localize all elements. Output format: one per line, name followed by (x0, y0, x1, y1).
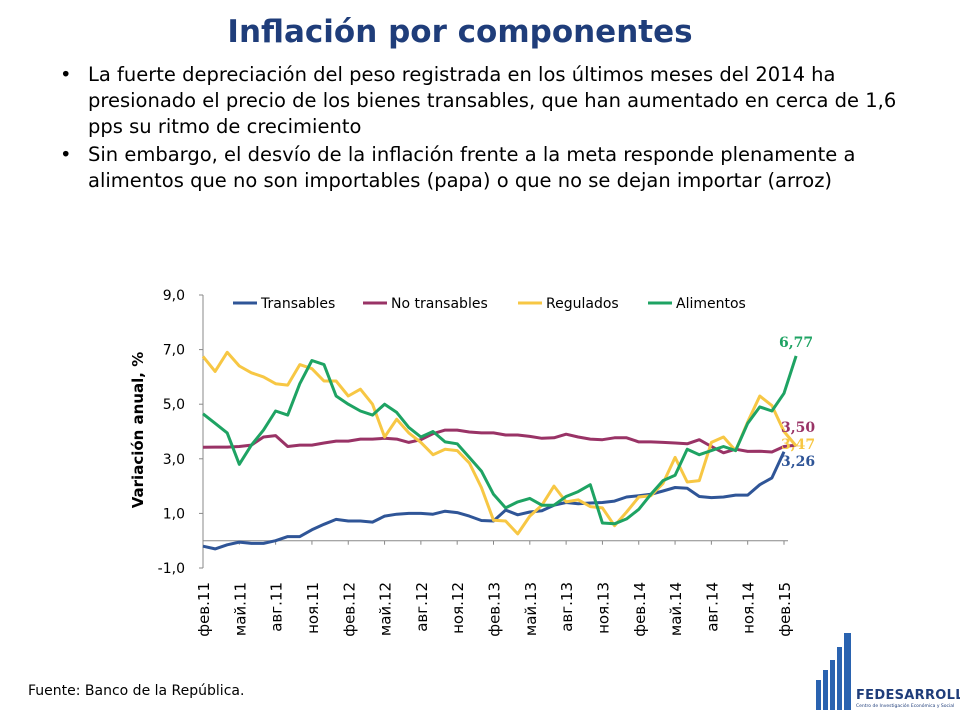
legend-entry: Regulados (546, 296, 619, 312)
logo-name: FEDESARROLLO (856, 688, 960, 703)
y-tick-label: 9,0 (163, 288, 185, 304)
x-tick-label: ноя.11 (304, 582, 322, 634)
x-tick-label: фев.14 (631, 582, 649, 637)
y-axis-label: Variación anual, % (129, 352, 147, 509)
x-tick-label: фев.11 (195, 582, 213, 637)
logo-subtitle: Centro de Investigación Económica y Soci… (856, 704, 955, 709)
bullet-list: • La fuerte depreciación del peso regist… (60, 62, 920, 196)
source-note: Fuente: Banco de la República. (28, 683, 245, 699)
bullet-item: • Sin embargo, el desvío de la inflación… (60, 142, 920, 194)
bullet-item: • La fuerte depreciación del peso regist… (60, 62, 920, 140)
bullet-text: La fuerte depreciación del peso registra… (88, 63, 897, 138)
x-tick-label: фев.12 (340, 582, 358, 637)
y-tick-label: 3,0 (163, 452, 185, 468)
bullet-dot-icon: • (60, 143, 72, 166)
y-tick-label: -1,0 (158, 561, 185, 577)
x-tick-label: май.13 (522, 582, 540, 636)
x-tick-label: май.14 (667, 582, 685, 636)
x-tick-label: авг.13 (558, 582, 576, 632)
x-tick-label: фев.15 (776, 582, 794, 637)
y-tick-label: 7,0 (163, 343, 185, 359)
x-tick-label: фев.13 (486, 582, 504, 637)
legend-entry: No transables (391, 296, 488, 312)
data-label: 3,47 (781, 437, 815, 453)
series-line-transables (202, 451, 786, 551)
x-tick-label: авг.12 (413, 582, 431, 632)
x-tick-label: авг.14 (703, 582, 721, 632)
data-label: 3,26 (781, 454, 815, 470)
x-tick-label: май.11 (231, 582, 249, 636)
y-tick-label: 1,0 (163, 506, 185, 522)
legend-entry: Transables (260, 296, 335, 312)
legend-entry: Alimentos (676, 296, 746, 312)
series-line-regulados (201, 350, 798, 536)
y-tick-label: 5,0 (163, 397, 185, 413)
x-tick-label: ноя.14 (740, 582, 758, 634)
x-tick-label: авг.11 (268, 582, 286, 632)
series-line-alimentos (202, 355, 798, 526)
data-label: 6,77 (779, 335, 813, 351)
x-tick-label: май.12 (377, 582, 395, 636)
inflation-line-chart: -1,0 1,0 3,0 5,0 7,0 9,0 Variación anual, % фев… (129, 288, 815, 637)
bullet-text: Sin embargo, el desvío de la inflación f… (88, 143, 856, 192)
page-title: Inflación por componentes (227, 14, 693, 50)
bar-building-logo-icon (816, 633, 851, 710)
data-label: 3,50 (781, 420, 815, 436)
x-tick-label: ноя.12 (449, 582, 467, 634)
x-tick-label: ноя.13 (594, 582, 612, 634)
series-line-no-transables (202, 428, 797, 455)
bullet-dot-icon: • (60, 63, 72, 86)
